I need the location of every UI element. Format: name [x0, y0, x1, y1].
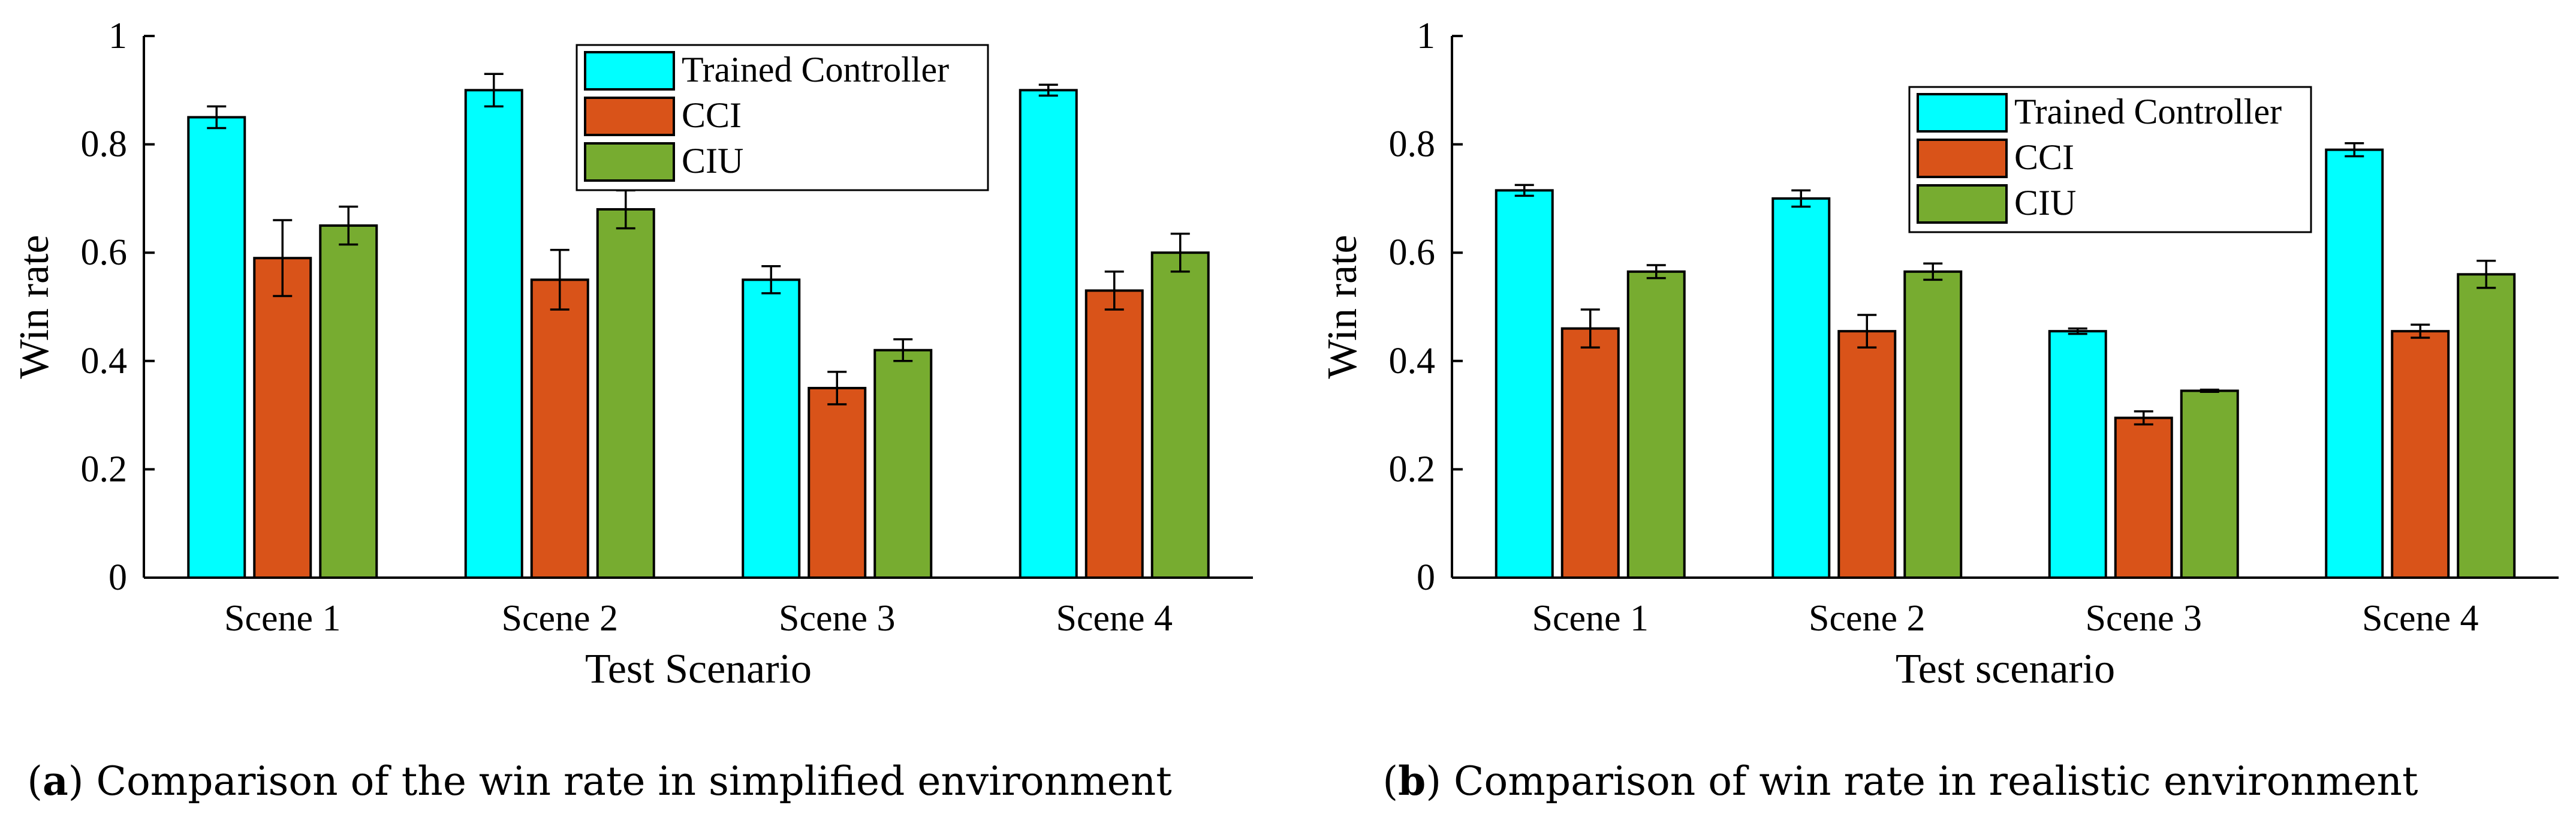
bar-cci — [1560, 327, 1620, 579]
x-tick-label: Scene 2 — [501, 598, 618, 639]
x-tick-label: Scene 1 — [1532, 598, 1649, 639]
x-tick-label: Scene 2 — [1809, 598, 1926, 639]
caption-a: (a) Comparison of the win rate in simpli… — [27, 758, 1172, 804]
legend-label: CIU — [682, 141, 743, 181]
y-tick-label: 0 — [109, 557, 127, 598]
x-tick-label: Scene 4 — [2362, 598, 2479, 639]
x-tick-label: Scene 1 — [224, 598, 341, 639]
y-tick-label: 0 — [1417, 557, 1435, 598]
bar-trained — [2048, 330, 2107, 579]
bar-trained — [1019, 89, 1078, 579]
bar-cci — [2391, 330, 2450, 579]
x-axis-title: Test Scenario — [585, 646, 812, 692]
legend-swatch-ciu — [584, 142, 675, 182]
bar-cci — [1084, 289, 1144, 579]
y-axis-title: Win rate — [11, 235, 58, 379]
bar-trained — [187, 116, 246, 579]
bar-ciu — [873, 349, 933, 579]
y-tick-label: 0.4 — [81, 341, 128, 382]
bar-ciu — [1903, 270, 1963, 579]
x-tick-label: Scene 3 — [779, 598, 896, 639]
bar-cci — [808, 386, 867, 579]
y-tick-label: 0.8 — [81, 124, 128, 165]
y-tick-label: 1 — [1417, 16, 1435, 56]
y-tick-label: 0.6 — [81, 232, 128, 273]
legend-label: Trained Controller — [682, 50, 949, 89]
legend-swatch-cci — [584, 97, 675, 136]
y-tick-label: 0.2 — [1389, 449, 1436, 489]
y-tick-label: 0.8 — [1389, 124, 1436, 165]
bar-ciu — [1150, 251, 1210, 579]
caption-a-text: Comparison of the win rate in simplified… — [84, 758, 1172, 804]
y-tick-label: 0.4 — [1389, 341, 1436, 382]
bar-ciu — [1626, 270, 1686, 579]
legend-swatch-ciu — [1917, 184, 2008, 224]
bar-ciu — [2180, 389, 2239, 579]
y-tick-label: 0.2 — [81, 449, 128, 489]
bar-cci — [253, 257, 312, 579]
panel-b: 0 0.2 0.4 0.6 0.8 1 Scene 1 Scene 2 Scene 3 Scene… — [1319, 16, 2559, 692]
caption-b: (b) Comparison of win rate in realistic … — [1382, 758, 2418, 804]
x-axis-title: Test scenario — [1896, 646, 2115, 692]
bar-trained — [464, 89, 523, 579]
bar-cci — [1837, 330, 1897, 579]
bar-cci — [2114, 416, 2173, 579]
bar-trained — [1495, 189, 1554, 579]
y-tick-label: 1 — [109, 16, 127, 56]
panel-a: 0 0.2 0.4 0.6 0.8 1 Scene 1 Scene 2 Scene 3 Scene… — [11, 16, 1253, 692]
legend-label: CIU — [2014, 183, 2076, 223]
legend-label: CCI — [2014, 137, 2074, 177]
x-tick-label: Scene 4 — [1056, 598, 1173, 639]
legend-label: CCI — [682, 95, 742, 135]
legend-swatch-cci — [1917, 139, 2008, 178]
bar-ciu — [319, 224, 378, 579]
bar-ciu — [596, 208, 655, 579]
legend-swatch-trained — [1917, 93, 2008, 133]
y-tick-label: 0.6 — [1389, 232, 1436, 273]
caption-b-text: Comparison of win rate in realistic envi… — [1441, 758, 2418, 804]
bar-trained — [1771, 197, 1831, 579]
legend-swatch-trained — [584, 51, 675, 91]
bar-ciu — [2457, 273, 2516, 579]
caption-a-label: a — [43, 758, 68, 804]
bar-trained — [2325, 148, 2384, 579]
bar-trained — [742, 278, 801, 579]
x-tick-label: Scene 3 — [2085, 598, 2202, 639]
y-axis-title: Win rate — [1319, 235, 1366, 379]
caption-b-label: b — [1398, 758, 1426, 804]
legend-label: Trained Controller — [2014, 92, 2282, 131]
bar-cci — [530, 278, 589, 579]
